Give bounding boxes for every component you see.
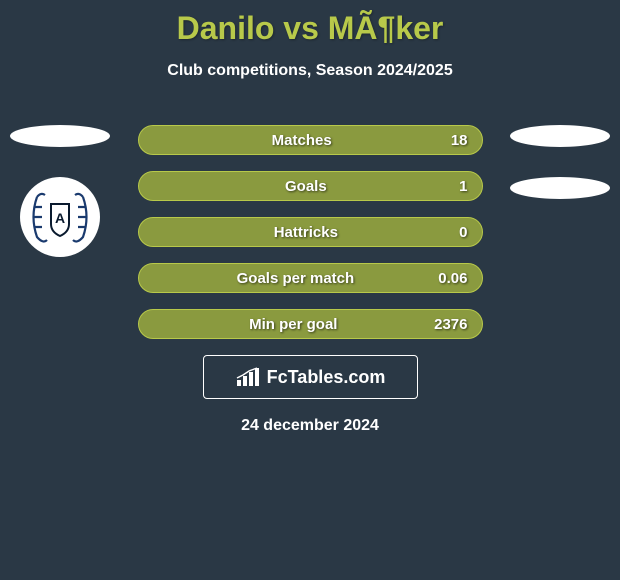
- stat-label: Goals: [153, 178, 460, 195]
- player2-ellipse-badge-bottom: [510, 177, 610, 199]
- stat-row-gpm: Goals per match 0.06: [138, 263, 483, 293]
- page-title: Danilo vs MÃ¶ker: [0, 0, 620, 47]
- stat-label: Matches: [153, 132, 451, 149]
- stat-row-matches: Matches 18: [138, 125, 483, 155]
- stat-value: 18: [451, 132, 468, 149]
- stat-value: 0.06: [438, 270, 467, 287]
- stat-value: 0: [459, 224, 467, 241]
- stat-row-hattricks: Hattricks 0: [138, 217, 483, 247]
- svg-text:A: A: [55, 210, 65, 226]
- player2-ellipse-badge-top: [510, 125, 610, 147]
- player1-ellipse-badge: [10, 125, 110, 147]
- stat-row-goals: Goals 1: [138, 171, 483, 201]
- stat-value: 2376: [434, 316, 467, 333]
- page-subtitle: Club competitions, Season 2024/2025: [0, 62, 620, 80]
- right-badges: [510, 125, 610, 229]
- left-badges: A: [10, 125, 110, 257]
- date-label: 24 december 2024: [0, 417, 620, 435]
- site-logo-text: FcTables.com: [267, 367, 386, 388]
- stat-label: Min per goal: [153, 316, 435, 333]
- club-badge-icon: A: [25, 182, 95, 252]
- stat-label: Goals per match: [153, 270, 439, 287]
- club-badge: A: [20, 177, 100, 257]
- stats-container: Matches 18 Goals 1 Hattricks 0 Goals per…: [138, 125, 483, 339]
- stat-value: 1: [459, 178, 467, 195]
- site-logo-box[interactable]: FcTables.com: [203, 355, 418, 399]
- stat-label: Hattricks: [153, 224, 460, 241]
- bar-chart-icon: [235, 366, 261, 388]
- stat-row-mpg: Min per goal 2376: [138, 309, 483, 339]
